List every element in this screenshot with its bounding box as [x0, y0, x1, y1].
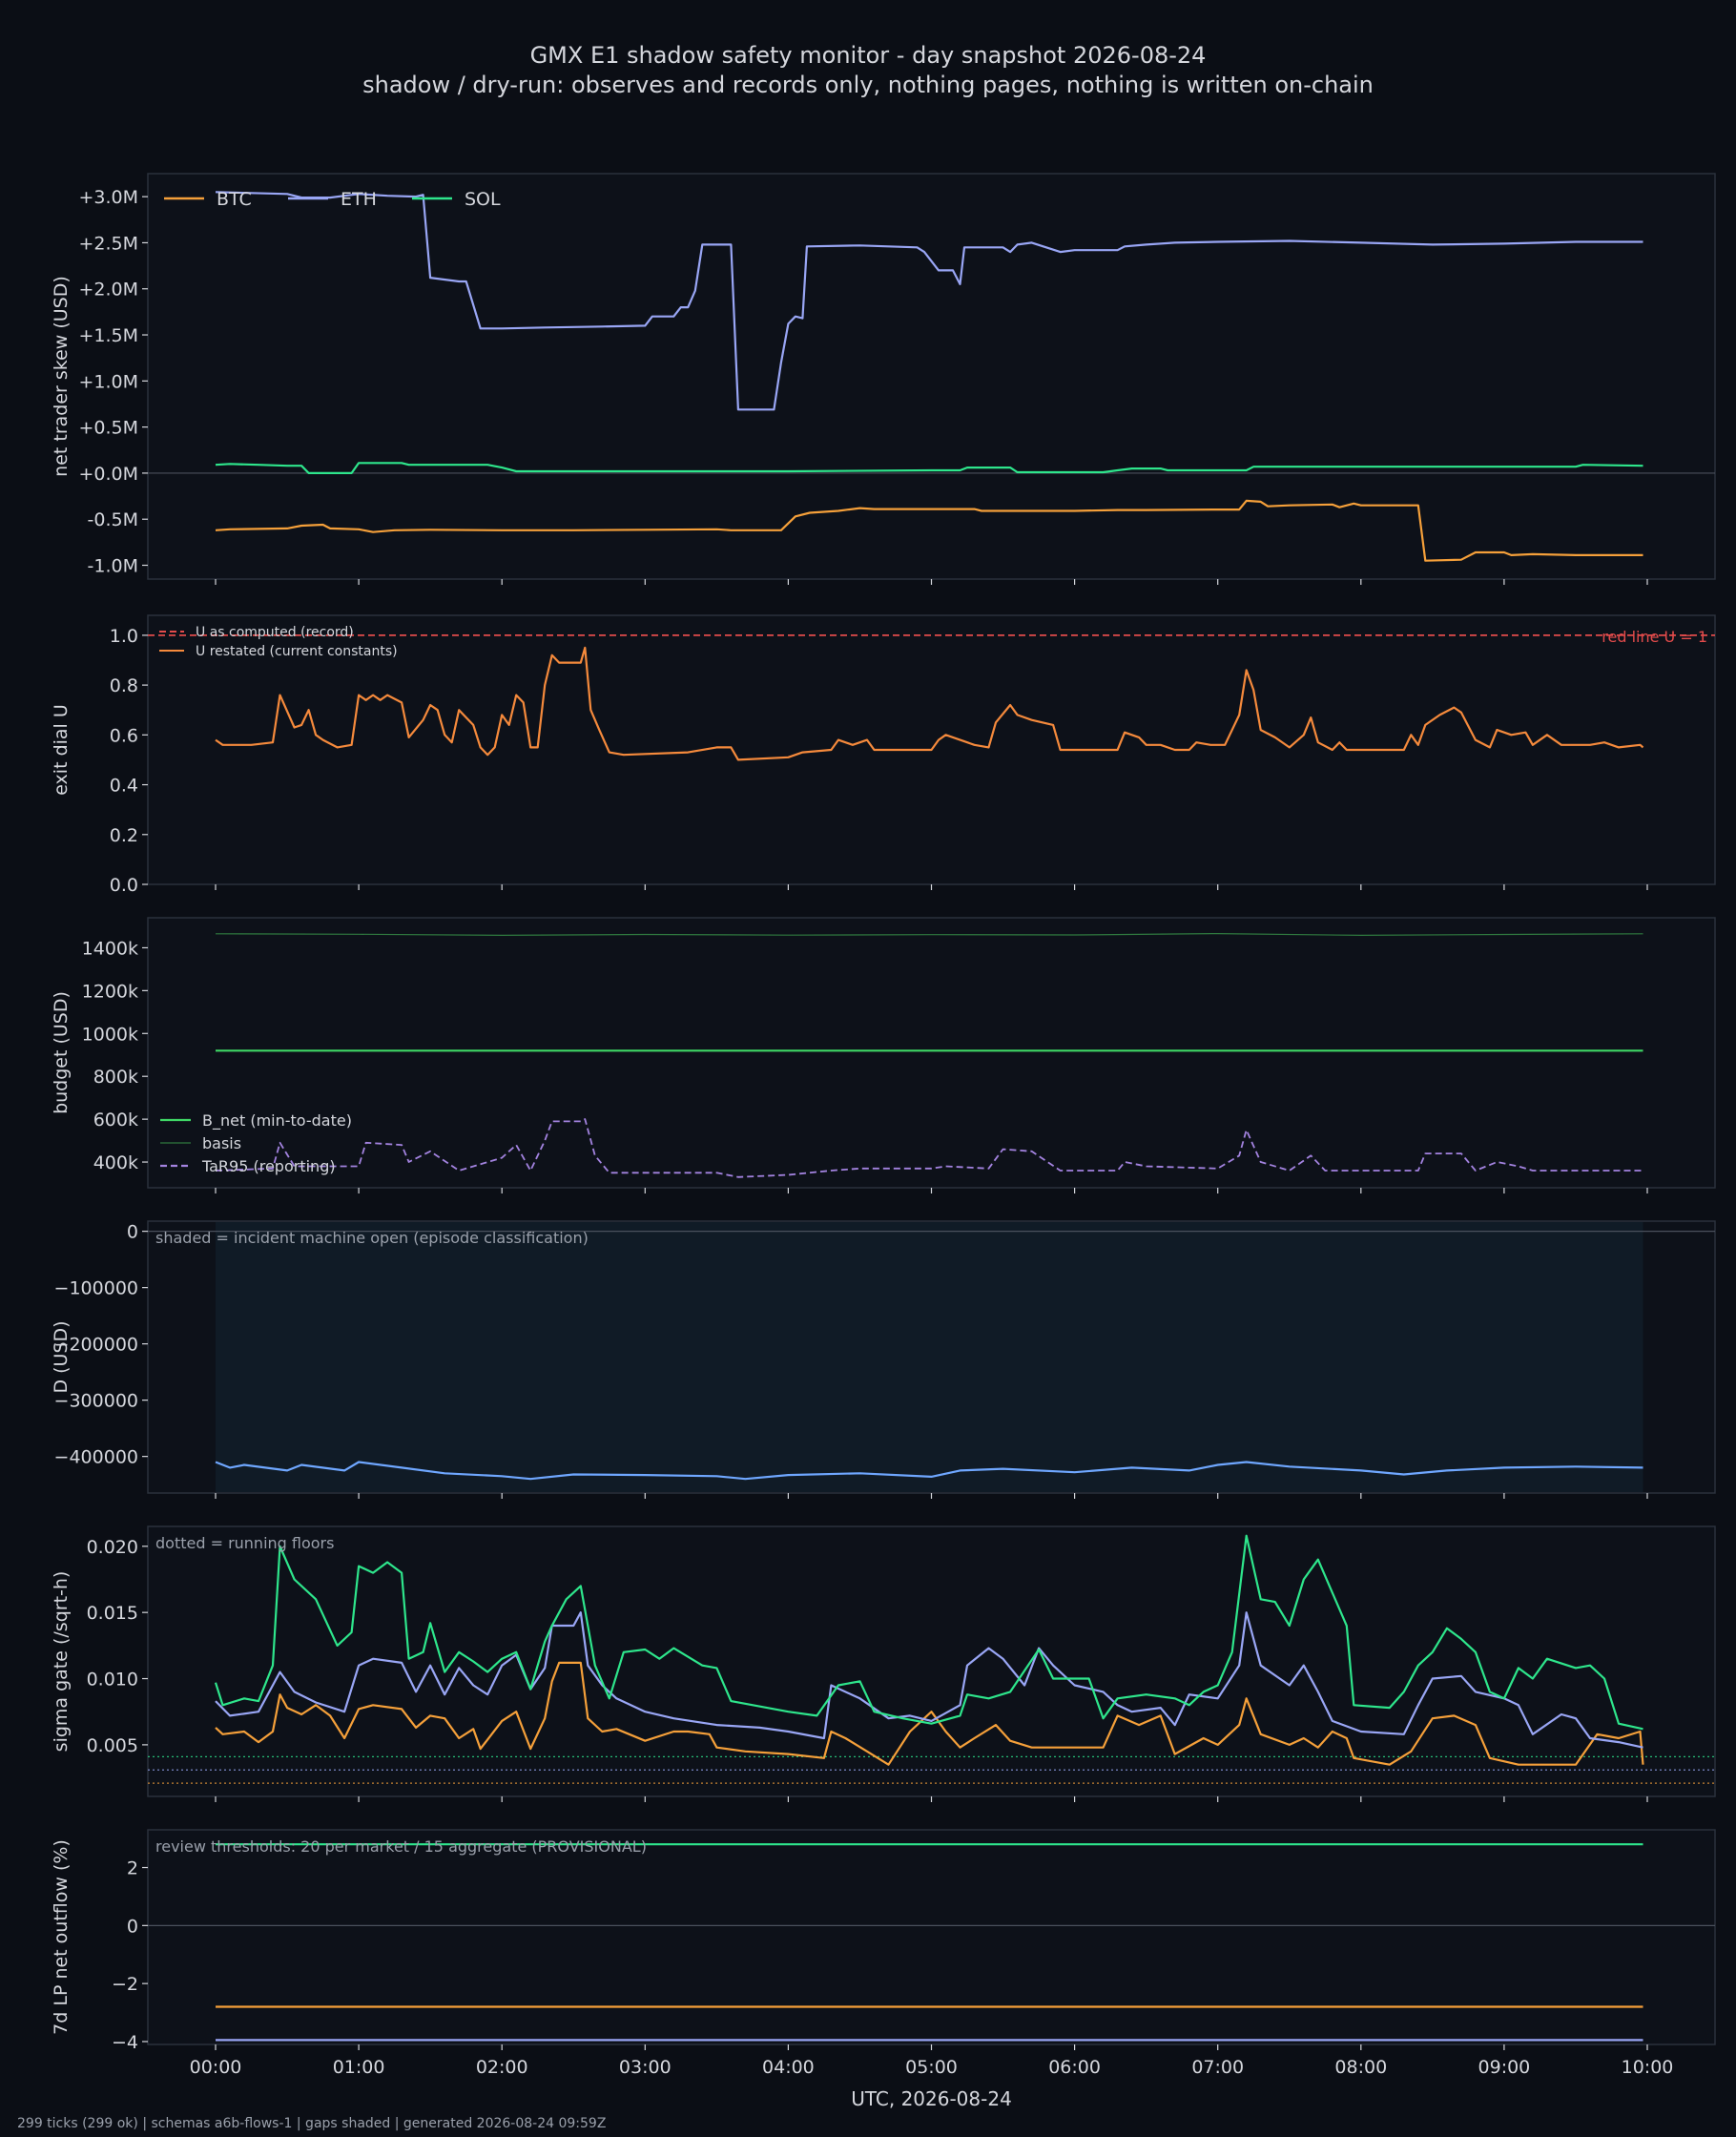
- legend-label: BTC: [217, 189, 252, 210]
- footer-status: 299 ticks (299 ok) | schemas a6b-flows-1…: [17, 2116, 606, 2131]
- x-tick-label: 06:00: [1048, 2057, 1101, 2078]
- y-tick-label: 600k: [93, 1110, 138, 1131]
- series-line: [215, 462, 1643, 474]
- y-tick-label: −4: [112, 2032, 138, 2053]
- y-tick-label: −300000: [54, 1391, 138, 1412]
- series-line: [215, 1118, 1643, 1178]
- panel-3: 400k 600k 800k 1000k 1200k 1400k budget (USD) B…: [51, 917, 1716, 1193]
- y-tick-label: −100000: [54, 1278, 138, 1299]
- x-tick-label: 09:00: [1478, 2057, 1531, 2078]
- y-axis-label: sigma gate (/sqrt-h): [51, 1571, 72, 1753]
- y-tick-label: 1000k: [82, 1024, 138, 1045]
- y-tick-label: +1.5M: [78, 325, 138, 346]
- figure-title: GMX E1 shadow safety monitor - day snaps…: [530, 42, 1207, 69]
- x-tick-label: 00:00: [190, 2057, 242, 2078]
- series-line: [215, 191, 1643, 411]
- y-tick-label: 0.020: [87, 1537, 138, 1558]
- y-tick-label: 0: [127, 1916, 138, 1937]
- panel-frame: [147, 917, 1716, 1189]
- panels: -1.0M -0.5M +0.0M +0.5M +1.0M +1.5M +2.0M +2.5M…: [51, 173, 1716, 2110]
- legend-label: U as computed (record): [196, 625, 354, 640]
- x-tick-label: 05:00: [905, 2057, 958, 2078]
- panel-annotation: dotted = running floors: [155, 1534, 334, 1552]
- panel-4: −400000 −300000 −200000 −100000 0 D (USD) shad…: [51, 1220, 1716, 1499]
- x-tick-label: 10:00: [1622, 2057, 1674, 2078]
- y-axis-label: D (USD): [51, 1320, 72, 1393]
- redline-annotation: red line U = 1: [1602, 628, 1707, 646]
- x-tick-label: 02:00: [476, 2057, 528, 2078]
- y-tick-label: 1400k: [82, 938, 138, 959]
- y-tick-label: −400000: [54, 1447, 138, 1468]
- y-tick-label: 0: [127, 1222, 138, 1243]
- x-tick-label: 01:00: [333, 2057, 385, 2078]
- y-tick-label: +0.0M: [78, 464, 138, 485]
- x-tick-label: 03:00: [619, 2057, 672, 2078]
- legend-label: SOL: [465, 189, 501, 210]
- incident-shading: [216, 1222, 1643, 1492]
- panel-frame: [147, 173, 1716, 580]
- legend-label: basis: [202, 1134, 241, 1152]
- panel-2: 0.0 0.2 0.4 0.6 0.8 1.0 exit dial U red line U …: [51, 614, 1716, 896]
- series-line: [215, 1461, 1643, 1481]
- panel-5: 0.005 0.010 0.015 0.020 sigma gate (/sqrt-h)…: [51, 1525, 1716, 1802]
- y-tick-label: 0.6: [110, 725, 138, 746]
- series-line: [214, 1534, 1643, 1731]
- y-tick-label: 1200k: [82, 981, 138, 1002]
- series-line: [215, 1611, 1643, 1749]
- legend-label: TaR95 (reporting): [201, 1157, 336, 1175]
- panel-frame: [147, 1829, 1716, 2045]
- y-tick-label: +0.5M: [78, 418, 138, 439]
- x-tick-label: 04:00: [762, 2057, 815, 2078]
- y-axis-label: budget (USD): [51, 991, 72, 1114]
- legend-label: ETH: [341, 189, 377, 210]
- y-tick-label: 0.8: [110, 675, 138, 696]
- y-tick-label: −200000: [54, 1335, 138, 1356]
- x-tick-label: 07:00: [1191, 2057, 1244, 2078]
- panel-1: -1.0M -0.5M +0.0M +0.5M +1.0M +1.5M +2.0M +2.5M…: [51, 173, 1716, 585]
- y-tick-label: -1.0M: [88, 556, 138, 577]
- y-tick-label: 0.005: [87, 1735, 138, 1756]
- x-tick-label: 08:00: [1334, 2057, 1387, 2078]
- y-tick-label: -0.5M: [88, 509, 138, 530]
- legend-label: B_net (min-to-date): [202, 1111, 352, 1131]
- y-axis-label: 7d LP net outflow (%): [51, 1839, 72, 2035]
- y-axis-label: exit dial U: [51, 704, 72, 796]
- y-tick-label: +1.0M: [78, 371, 138, 392]
- y-tick-label: 0.015: [87, 1603, 138, 1624]
- series-line: [215, 933, 1643, 936]
- series-line: [215, 646, 1644, 761]
- panel-6: −4 −2 0 2 7d LP net outflow (%) review thresh…: [51, 1829, 1716, 2110]
- legend-label: U restated (current constants): [196, 644, 398, 659]
- y-tick-label: 1.0: [110, 626, 138, 647]
- series-line: [215, 499, 1643, 562]
- y-tick-label: +2.0M: [78, 280, 138, 301]
- y-tick-label: 0.2: [110, 825, 138, 846]
- panel-annotation: review thresholds: 20 per market / 15 ag…: [155, 1837, 647, 1856]
- y-tick-label: 0.0: [110, 875, 138, 896]
- y-axis-label: net trader skew (USD): [51, 276, 72, 477]
- y-tick-label: +2.5M: [78, 233, 138, 254]
- y-tick-label: 800k: [93, 1067, 138, 1088]
- y-tick-label: 0.4: [110, 776, 138, 797]
- figure-subtitle: shadow / dry-run: observes and records o…: [362, 72, 1374, 98]
- x-axis-label: UTC, 2026-08-24: [851, 2087, 1012, 2110]
- y-tick-label: −2: [112, 1974, 138, 1995]
- y-tick-label: +3.0M: [78, 187, 138, 208]
- y-tick-label: 2: [127, 1858, 138, 1879]
- panel-annotation: shaded = incident machine open (episode …: [155, 1229, 589, 1247]
- y-tick-label: 400k: [93, 1152, 138, 1173]
- panel-frame: [147, 1525, 1716, 1797]
- series-line: [215, 1661, 1644, 1766]
- y-tick-label: 0.010: [87, 1670, 138, 1691]
